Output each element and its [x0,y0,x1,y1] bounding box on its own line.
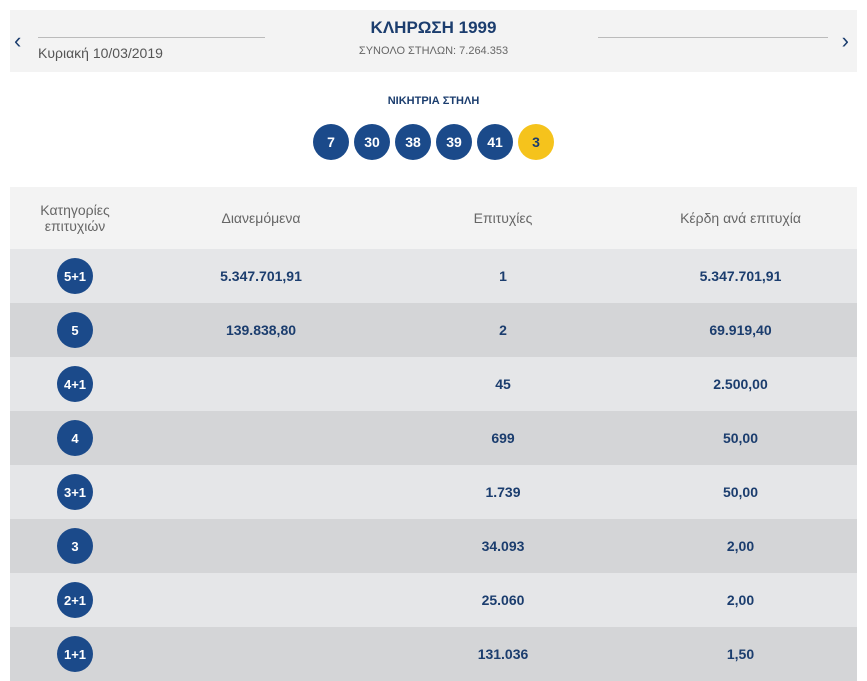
table-row: 4 699 50,00 [10,411,857,465]
category-badge: 4+1 [57,366,93,402]
category-cell: 5 [10,303,140,357]
number-ball: 7 [313,124,349,160]
col-header-wins: Επιτυχίες [382,187,624,249]
prize-per-win-cell: 69.919,40 [624,303,857,357]
distributed-cell [140,357,382,411]
winning-label: ΝΙΚΗΤΡΙΑ ΣΤΗΛΗ [387,95,480,107]
total-columns: ΣΥΝΟΛΟ ΣΤΗΛΩΝ: 7.264.353 [358,45,509,57]
category-badge: 4 [57,420,93,456]
distributed-cell: 5.347.701,91 [140,249,382,303]
wins-cell: 131.036 [382,627,624,681]
divider [38,37,265,38]
table-row: 1+1 131.036 1,50 [10,627,857,681]
category-cell: 2+1 [10,573,140,627]
distributed-cell [140,519,382,573]
category-cell: 3 [10,519,140,573]
draw-header: ‹ › Κυριακή 10/03/2019 ΚΛΗΡΩΣΗ 1999 ΣΥΝΟ… [10,10,857,72]
prize-per-win-cell: 1,50 [624,627,857,681]
prize-table: Κατηγορίες επιτυχιών Διανεμόμενα Επιτυχί… [10,187,857,681]
divider [598,37,828,38]
distributed-cell: 139.838,80 [140,303,382,357]
wins-cell: 2 [382,303,624,357]
distributed-cell [140,627,382,681]
prize-per-win-cell: 2.500,00 [624,357,857,411]
bonus-ball: 3 [518,124,554,160]
distributed-cell [140,465,382,519]
category-badge: 5 [57,312,93,348]
chevron-left-icon[interactable]: ‹ [14,28,22,53]
category-cell: 1+1 [10,627,140,681]
number-ball: 39 [436,124,472,160]
chevron-right-icon[interactable]: › [841,28,849,53]
category-badge: 3+1 [57,474,93,510]
number-ball: 38 [395,124,431,160]
table-row: 3 34.093 2,00 [10,519,857,573]
wins-cell: 1.739 [382,465,624,519]
draw-date: Κυριακή 10/03/2019 [38,45,163,61]
wins-cell: 25.060 [382,573,624,627]
distributed-cell [140,573,382,627]
col-header-category: Κατηγορίες επιτυχιών [10,187,140,249]
category-badge: 5+1 [57,258,93,294]
category-cell: 4+1 [10,357,140,411]
winning-numbers: 7 30 38 39 41 3 [0,124,867,160]
category-badge: 1+1 [57,636,93,672]
category-cell: 5+1 [10,249,140,303]
col-header-prize-per-win: Κέρδη ανά επιτυχία [624,187,857,249]
distributed-cell [140,411,382,465]
prize-per-win-cell: 2,00 [624,519,857,573]
wins-cell: 1 [382,249,624,303]
prize-per-win-cell: 50,00 [624,465,857,519]
table-row: 3+1 1.739 50,00 [10,465,857,519]
prize-per-win-cell: 50,00 [624,411,857,465]
table-row: 5 139.838,80 2 69.919,40 [10,303,857,357]
wins-cell: 34.093 [382,519,624,573]
wins-cell: 699 [382,411,624,465]
table-row: 2+1 25.060 2,00 [10,573,857,627]
wins-cell: 45 [382,357,624,411]
table-row: 4+1 45 2.500,00 [10,357,857,411]
table-row: 5+1 5.347.701,91 1 5.347.701,91 [10,249,857,303]
category-badge: 3 [57,528,93,564]
category-badge: 2+1 [57,582,93,618]
col-header-distributed: Διανεμόμενα [140,187,382,249]
prize-per-win-cell: 2,00 [624,573,857,627]
category-cell: 4 [10,411,140,465]
number-ball: 30 [354,124,390,160]
number-ball: 41 [477,124,513,160]
prize-per-win-cell: 5.347.701,91 [624,249,857,303]
category-cell: 3+1 [10,465,140,519]
draw-title: ΚΛΗΡΩΣΗ 1999 [370,18,497,37]
